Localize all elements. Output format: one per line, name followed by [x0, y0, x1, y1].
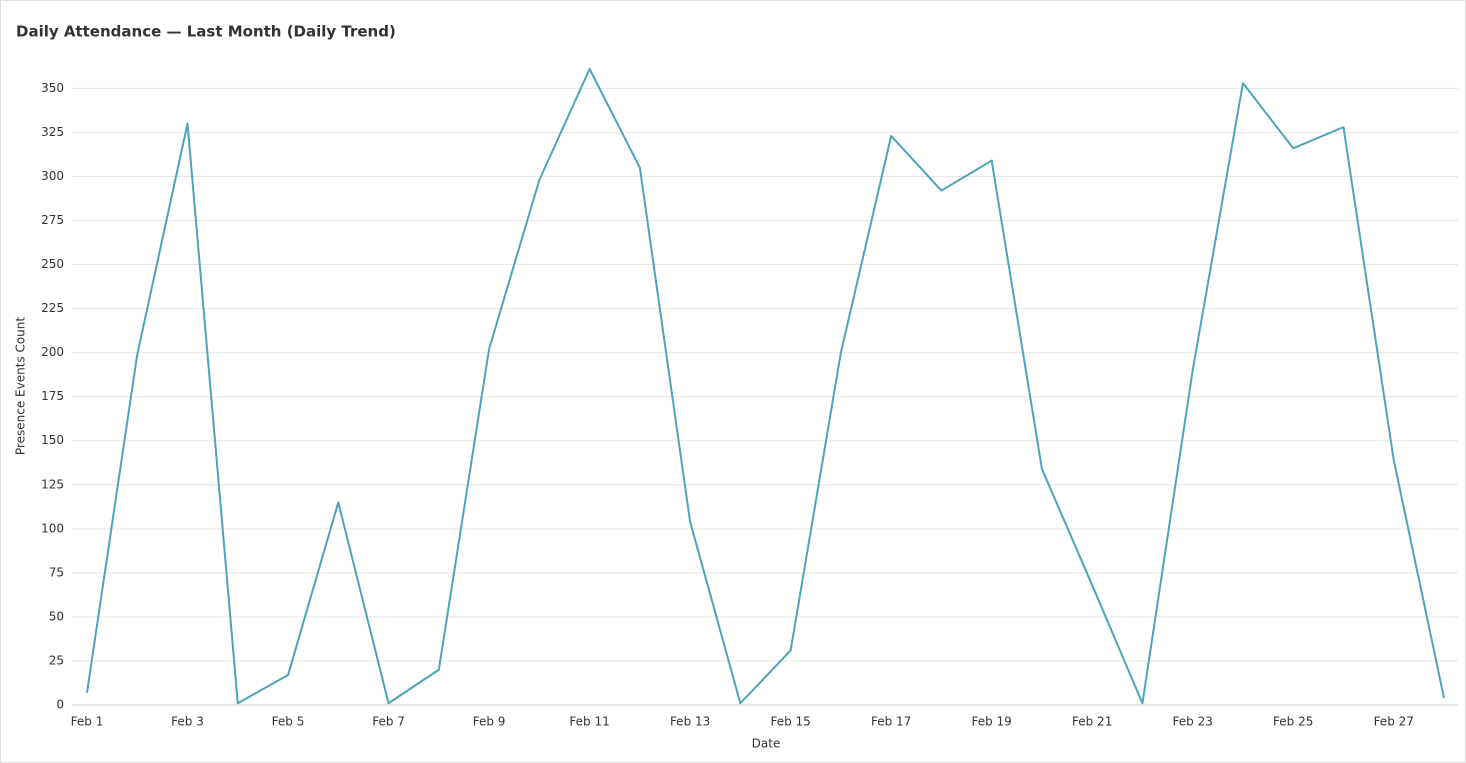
x-tick-label: Feb 7: [372, 715, 405, 729]
y-tick-label: 200: [41, 345, 64, 359]
y-tick-label: 175: [41, 389, 64, 403]
x-axis-label: Date: [752, 737, 781, 751]
x-tick-label: Feb 9: [473, 715, 506, 729]
y-tick-label: 100: [41, 521, 64, 535]
x-tick-label: Feb 23: [1173, 715, 1213, 729]
y-tick-label: 300: [41, 169, 64, 183]
y-tick-label: 225: [41, 301, 64, 315]
x-tick-label: Feb 17: [871, 715, 911, 729]
x-tick-label: Feb 3: [171, 715, 204, 729]
x-tick-label: Feb 15: [770, 715, 810, 729]
y-tick-label: 275: [41, 213, 64, 227]
chart-title: Daily Attendance — Last Month (Daily Tre…: [16, 23, 396, 41]
y-tick-label: 125: [41, 477, 64, 491]
x-tick-label: Feb 21: [1072, 715, 1112, 729]
y-tick-label: 50: [49, 609, 64, 623]
x-tick-label: Feb 25: [1273, 715, 1313, 729]
line-series: [86, 68, 1445, 705]
x-tick-label: Feb 27: [1374, 715, 1414, 729]
x-tick-label: Feb 1: [71, 715, 104, 729]
y-axis-label: Presence Events Count: [14, 317, 28, 455]
y-tick-label: 250: [41, 257, 64, 271]
y-tick-label: 150: [41, 433, 64, 447]
x-tick-label: Feb 19: [971, 715, 1011, 729]
y-tick-label: 0: [56, 698, 64, 712]
x-tick-label: Feb 5: [272, 715, 305, 729]
y-tick-label: 350: [41, 81, 64, 95]
x-tick-label: Feb 11: [569, 715, 609, 729]
y-tick-label: 325: [41, 125, 64, 139]
y-tick-label: 25: [49, 653, 64, 667]
x-tick-label: Feb 13: [670, 715, 710, 729]
y-tick-label: 75: [49, 565, 64, 579]
